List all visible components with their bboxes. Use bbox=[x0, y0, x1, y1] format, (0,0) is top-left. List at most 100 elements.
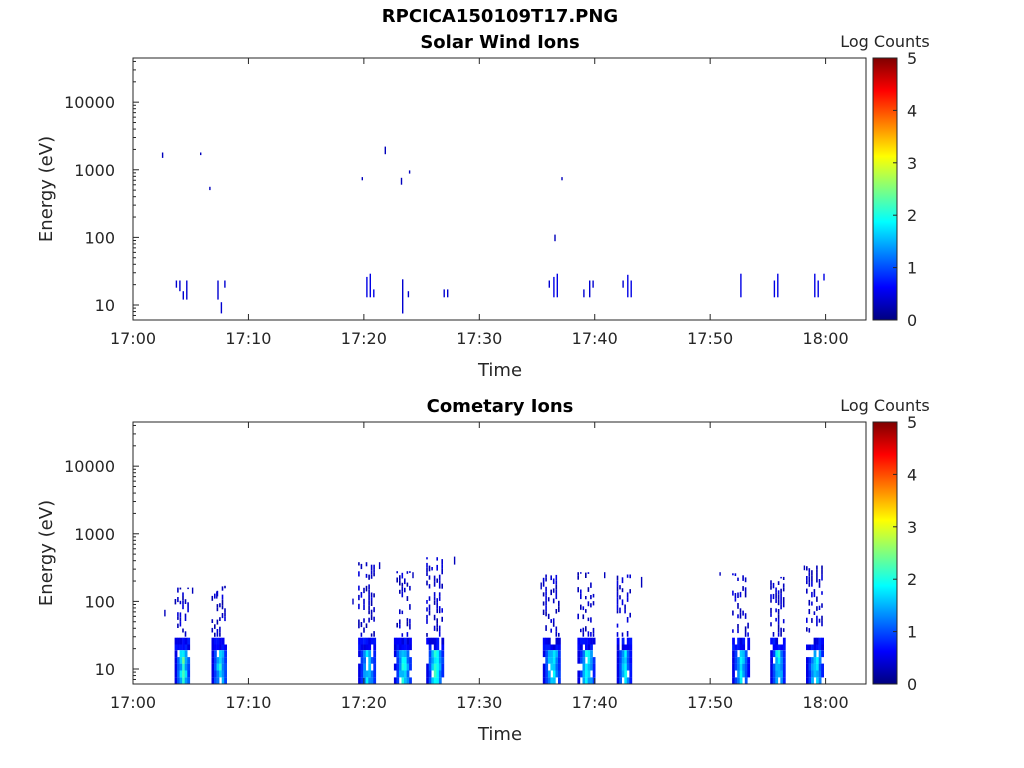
heatmap-cell bbox=[770, 637, 773, 645]
heatmap-cell bbox=[777, 590, 780, 595]
heatmap-cell bbox=[806, 670, 809, 678]
heatmap-cell bbox=[818, 677, 822, 684]
heatmap-cell bbox=[365, 573, 368, 578]
heatmap-cell bbox=[393, 650, 397, 658]
heatmap-cell bbox=[555, 657, 559, 664]
heatmap-cell bbox=[373, 593, 375, 598]
heatmap-cell bbox=[555, 584, 558, 590]
heatmap-cell bbox=[177, 637, 180, 645]
y-axis-label: Energy (eV) bbox=[36, 500, 57, 606]
heatmap-cell bbox=[558, 632, 560, 637]
heatmap-cell bbox=[545, 657, 549, 664]
heatmap-cell bbox=[363, 598, 365, 605]
heatmap-cell bbox=[582, 677, 586, 684]
heatmap-cell bbox=[221, 599, 224, 606]
heatmap-cell bbox=[426, 557, 428, 560]
heatmap-cell bbox=[806, 580, 808, 585]
heatmap-cell bbox=[818, 663, 822, 671]
heatmap-cell bbox=[732, 629, 734, 633]
heatmap-cell bbox=[624, 657, 628, 664]
heatmap-cell bbox=[770, 594, 772, 600]
heatmap-cell bbox=[399, 624, 401, 629]
heatmap-cell bbox=[590, 650, 593, 658]
heatmap-cell bbox=[585, 663, 588, 671]
heatmap-cell bbox=[438, 631, 441, 637]
y-tick-label: 10000 bbox=[64, 457, 115, 476]
heatmap-cell bbox=[734, 657, 738, 664]
heatmap-cell bbox=[221, 670, 225, 678]
heatmap-cell bbox=[619, 663, 622, 671]
heatmap-cell bbox=[545, 625, 547, 631]
heatmap-cell bbox=[739, 591, 742, 598]
cometary-panel: Cometary Ions 17:00 17:10 17:20 17:30 17:40 1… bbox=[36, 396, 930, 745]
heatmap-cell bbox=[821, 574, 823, 581]
heatmap-cell bbox=[621, 670, 625, 678]
heatmap-cell bbox=[580, 650, 583, 658]
heatmap-cell bbox=[811, 663, 814, 671]
panel-title: Cometary Ions bbox=[427, 396, 574, 417]
heatmap-cell bbox=[370, 614, 373, 620]
heatmap-cell bbox=[542, 601, 545, 606]
heatmap-cell bbox=[211, 657, 215, 664]
heatmap-cell bbox=[545, 670, 549, 678]
heatmap-cell bbox=[406, 650, 410, 658]
heatmap-cell bbox=[629, 574, 631, 579]
heatmap-cell bbox=[433, 625, 436, 631]
heatmap-cell bbox=[177, 677, 180, 684]
heatmap-cell bbox=[370, 574, 373, 579]
heatmap-cell bbox=[626, 574, 629, 578]
y-axis-ticks: 10 100 1000 10000 bbox=[64, 424, 139, 685]
heatmap-cell bbox=[772, 677, 776, 684]
heatmap-cell bbox=[179, 637, 183, 645]
heatmap-cell bbox=[592, 280, 594, 288]
heatmap-cell bbox=[221, 663, 225, 671]
heatmap-cell bbox=[221, 613, 224, 619]
heatmap-cell bbox=[592, 627, 595, 634]
heatmap-cell bbox=[404, 677, 407, 684]
heatmap-cell bbox=[396, 670, 400, 678]
heatmap-cell bbox=[373, 637, 377, 645]
heatmap-cell bbox=[587, 572, 590, 574]
heatmap-cell bbox=[737, 663, 740, 671]
heatmap-cell bbox=[182, 291, 184, 300]
heatmap-cell bbox=[816, 615, 818, 622]
heatmap-cell bbox=[360, 657, 364, 664]
heatmap-cell bbox=[219, 663, 222, 671]
heatmap-cell bbox=[216, 657, 220, 664]
heatmap-cell bbox=[219, 603, 221, 608]
heatmap-cell bbox=[732, 637, 735, 645]
heatmap-cell bbox=[732, 610, 734, 616]
heatmap-cell bbox=[179, 587, 182, 590]
heatmap-cell bbox=[555, 594, 558, 600]
heatmap-cell bbox=[214, 663, 217, 671]
heatmap-cell bbox=[585, 677, 588, 684]
heatmap-cell bbox=[777, 644, 781, 651]
heatmap-cell bbox=[224, 663, 227, 671]
heatmap-cell bbox=[777, 273, 779, 298]
y-tick-label: 100 bbox=[84, 228, 115, 247]
heatmap-cell bbox=[368, 670, 372, 678]
heatmap-cell bbox=[742, 610, 744, 616]
heatmap-cell bbox=[616, 663, 620, 671]
heatmap-cell bbox=[365, 650, 369, 658]
heatmap-cell bbox=[545, 574, 547, 578]
heatmap-cell bbox=[629, 657, 633, 664]
heatmap-cell bbox=[816, 565, 818, 570]
x-tick-label: 17:10 bbox=[225, 693, 271, 712]
heatmap-cell bbox=[577, 670, 581, 678]
heatmap-cell bbox=[580, 589, 582, 594]
heatmap-cell bbox=[216, 677, 220, 684]
heatmap-cell bbox=[396, 571, 398, 574]
heatmap-cell bbox=[216, 663, 220, 671]
heatmap-cell bbox=[777, 581, 780, 585]
heatmap-cell bbox=[547, 657, 551, 664]
heatmap-cell bbox=[629, 612, 631, 618]
heatmap-cell bbox=[187, 670, 191, 678]
x-tick-label: 17:50 bbox=[687, 329, 733, 348]
heatmap-cell bbox=[808, 576, 811, 583]
heatmap-cell bbox=[552, 578, 555, 584]
heatmap-cell bbox=[587, 637, 591, 645]
heatmap-cell bbox=[590, 595, 592, 600]
heatmap-cell bbox=[438, 580, 441, 585]
heatmap-cell bbox=[401, 663, 405, 671]
